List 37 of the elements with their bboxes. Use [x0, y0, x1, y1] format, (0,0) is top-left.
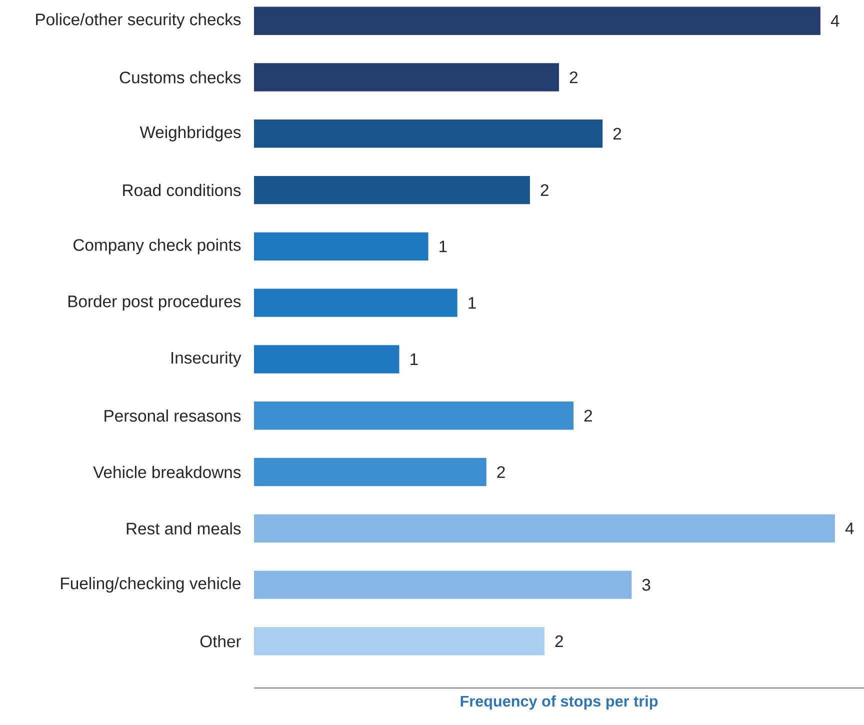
bar — [254, 345, 400, 374]
y-tick-label: Fueling/checking vehicle — [61, 577, 241, 593]
bar — [254, 6, 820, 35]
data-label: 4 — [845, 522, 854, 534]
y-tick-label: Rest and meals — [126, 522, 241, 535]
y-tick-label: Vehicle breakdowns — [93, 466, 241, 478]
y-tick-label: Road conditions — [123, 184, 241, 196]
y-tick-label: Other — [200, 635, 242, 648]
bar — [254, 402, 574, 430]
bar — [254, 232, 428, 261]
data-label: 1 — [440, 240, 447, 252]
y-tick-label: Weighbridges — [140, 126, 241, 142]
data-label: 3 — [642, 578, 650, 591]
y-tick-label: Police/other security checks — [36, 13, 241, 29]
bar — [254, 120, 603, 148]
bar — [254, 570, 632, 599]
data-label: 2 — [497, 466, 505, 478]
data-label: 4 — [830, 15, 840, 27]
y-tick-label: Personal resasons — [104, 409, 241, 422]
data-label: 2 — [613, 128, 622, 140]
y-tick-label: Customs checks — [120, 71, 241, 84]
bar — [254, 288, 458, 317]
data-label: 1 — [468, 297, 476, 309]
bar — [254, 176, 530, 204]
bar — [254, 458, 486, 486]
data-label: 1 — [410, 354, 418, 365]
y-tick-label: Border post procedures — [68, 295, 241, 311]
data-label: 2 — [540, 184, 548, 196]
bar — [254, 63, 560, 92]
bar — [254, 627, 544, 656]
y-tick-label: Insecurity — [172, 351, 242, 367]
data-label: 2 — [570, 71, 578, 84]
data-label: 2 — [555, 635, 563, 648]
y-tick-label: Company check points — [74, 238, 241, 254]
x-axis-title: Frequency of stops per trip — [460, 695, 658, 710]
bar — [254, 514, 835, 543]
data-label: 2 — [584, 410, 592, 422]
